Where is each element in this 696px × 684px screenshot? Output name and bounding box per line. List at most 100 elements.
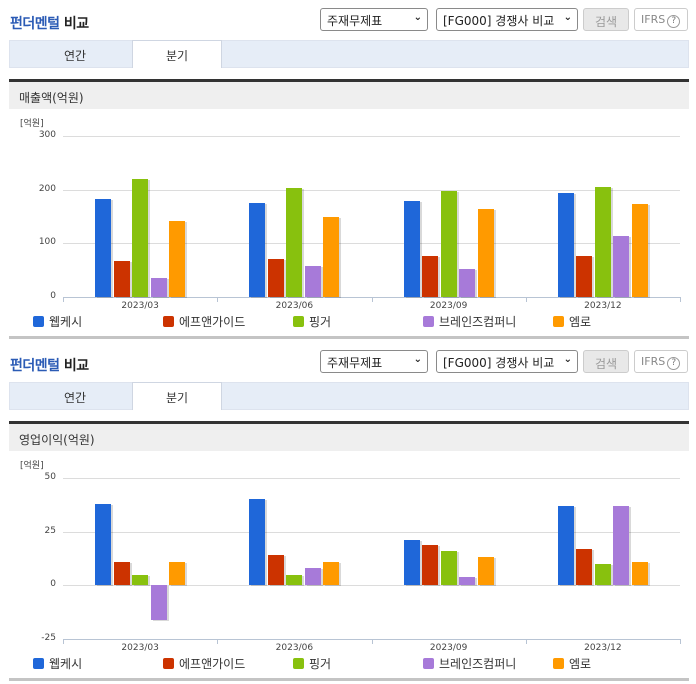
bar-1	[95, 503, 111, 586]
bar-5	[477, 557, 494, 586]
x-tick	[63, 639, 64, 644]
bar-5	[323, 217, 340, 297]
y-tick-label: -25	[41, 633, 56, 643]
bar-1	[403, 540, 420, 586]
bar-3	[440, 550, 457, 586]
x-tick-label: 2023/12	[584, 643, 622, 653]
statement-type-select[interactable]: 주재무제표 ⌄	[320, 350, 428, 373]
bar-1	[403, 200, 420, 297]
search-button[interactable]: 검색	[583, 350, 629, 373]
ifrs-help-button[interactable]: IFRS?	[634, 8, 688, 31]
bar-2	[267, 555, 284, 586]
bar-4	[304, 568, 321, 586]
legend-item[interactable]: 브레인즈컴퍼니	[423, 313, 516, 330]
y-tick-label: 50	[44, 472, 56, 482]
bar-3	[286, 188, 303, 297]
period-tabs: 연간 분기	[9, 40, 689, 68]
legend-item[interactable]: 핑거	[293, 655, 331, 672]
x-tick-label: 2023/09	[429, 301, 468, 311]
comparison-group-select[interactable]: [FG000] 경쟁사 비교 ⌄	[436, 350, 578, 373]
gridline	[63, 243, 680, 245]
divider	[9, 678, 689, 681]
legend-item[interactable]: 에프앤가이드	[163, 313, 245, 330]
bar-4	[459, 268, 475, 297]
bar-5	[323, 561, 340, 586]
legend-item[interactable]: 엠로	[553, 655, 591, 672]
metric-title: 영업이익(억원)	[19, 433, 95, 447]
bar-4	[304, 266, 321, 297]
gridline	[63, 189, 680, 191]
x-tick	[371, 297, 373, 302]
legend-item[interactable]: 웹케시	[33, 655, 82, 672]
bar-2	[576, 256, 593, 297]
bar-1	[95, 198, 111, 297]
ifrs-help-button[interactable]: IFRS?	[634, 350, 688, 373]
bar-4	[613, 505, 630, 586]
legend-label: 에프앤가이드	[179, 315, 246, 329]
x-tick	[680, 639, 681, 644]
tab-annual[interactable]: 연간	[63, 49, 87, 63]
bar-1	[557, 505, 574, 586]
comparison-group-select[interactable]: [FG000] 경쟁사 비교 ⌄	[436, 8, 578, 31]
gridline	[63, 478, 680, 479]
legend-item[interactable]: 웹케시	[33, 313, 82, 330]
legend-swatch-icon	[163, 658, 174, 669]
legend-swatch-icon	[423, 316, 434, 327]
legend-label: 웹케시	[49, 657, 83, 671]
metric-title-bar: 매출액(억원)	[9, 79, 689, 109]
bar-1	[557, 192, 574, 297]
legend-label: 브레인즈컴퍼니	[439, 657, 517, 671]
legend-item[interactable]: 브레인즈컴퍼니	[423, 655, 516, 672]
tab-quarterly[interactable]: 분기	[132, 40, 222, 68]
x-tick-label: 2023/12	[584, 301, 622, 311]
legend-swatch-icon	[553, 316, 564, 327]
search-button[interactable]: 검색	[583, 8, 629, 31]
divider	[9, 336, 689, 339]
legend-swatch-icon	[293, 316, 304, 327]
x-tick	[525, 639, 527, 644]
tab-annual[interactable]: 연간	[63, 391, 87, 405]
gridline	[63, 585, 680, 587]
bar-3	[132, 178, 148, 297]
bar-1	[249, 203, 266, 297]
bar-2	[576, 548, 593, 586]
gridline	[63, 531, 680, 533]
legend-label: 핑거	[309, 315, 332, 329]
legend-swatch-icon	[33, 316, 44, 327]
y-unit-label: [억원]	[20, 461, 44, 471]
chart-legend: 웹케시 에프앤가이드 핑거 브레인즈컴퍼니 엠로	[0, 313, 696, 331]
chart-legend: 웹케시 에프앤가이드 핑거 브레인즈컴퍼니 엠로	[0, 655, 696, 673]
tab-quarterly[interactable]: 분기	[132, 382, 222, 410]
legend-label: 엠로	[569, 315, 592, 329]
bar-2	[422, 544, 438, 586]
legend-swatch-icon	[293, 658, 304, 669]
y-tick-label: 0	[50, 579, 56, 590]
chevron-down-icon: ⌄	[563, 12, 572, 23]
bar-5	[477, 208, 494, 297]
x-tick-label: 2023/03	[121, 643, 159, 653]
x-tick	[371, 639, 373, 644]
bar-4	[150, 278, 167, 297]
fundamental-panel-operating-profit: 펀더멘털 비교 주재무제표 ⌄ [FG000] 경쟁사 비교 ⌄ 검색 IFRS? …	[0, 342, 696, 684]
metric-title: 매출액(억원)	[19, 91, 84, 105]
legend-swatch-icon	[163, 316, 174, 327]
legend-item[interactable]: 엠로	[553, 313, 591, 330]
gridline	[63, 136, 680, 137]
x-tick-label: 2023/06	[275, 301, 314, 311]
legend-swatch-icon	[33, 658, 44, 669]
chevron-down-icon: ⌄	[413, 354, 422, 365]
x-tick-label: 2023/03	[121, 301, 159, 311]
statement-type-select[interactable]: 주재무제표 ⌄	[320, 8, 428, 31]
x-tick-label: 2023/06	[275, 643, 314, 653]
chevron-down-icon: ⌄	[563, 354, 572, 365]
revenue-bar-chart: [억원] 300 200 100 0 2023/03 2023/06 2023/09 2023…	[0, 110, 696, 311]
bar-2	[422, 255, 438, 297]
period-tabs: 연간 분기	[9, 382, 689, 410]
bar-3	[440, 191, 457, 297]
operating-profit-bar-chart: [억원] 50 25 0 -25 2023/03 2023/06 2023/09 2023/1…	[0, 452, 696, 653]
bar-5	[169, 221, 185, 297]
help-icon: ?	[667, 357, 681, 370]
legend-item[interactable]: 에프앤가이드	[163, 655, 245, 672]
legend-label: 에프앤가이드	[179, 657, 246, 671]
legend-item[interactable]: 핑거	[293, 313, 331, 330]
